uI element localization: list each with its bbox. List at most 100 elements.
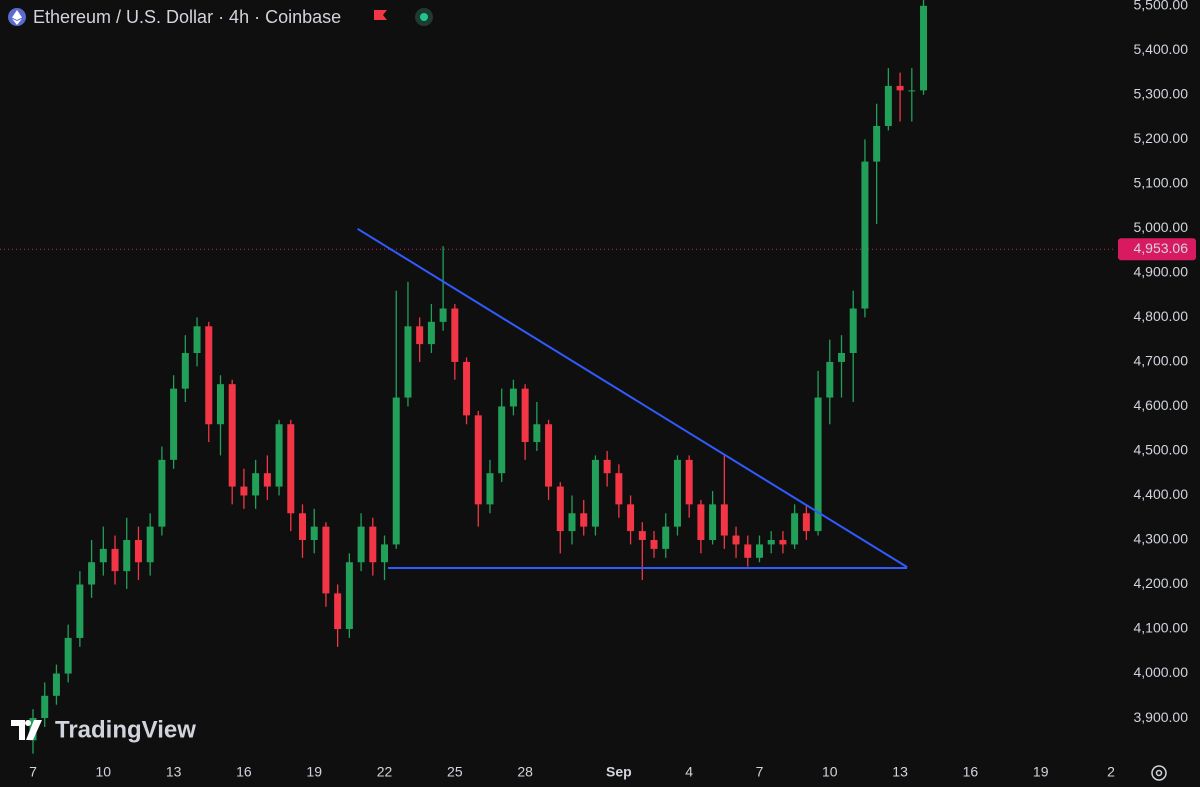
candle-body <box>123 539 131 572</box>
candle-body <box>287 424 295 514</box>
y-tick-label: 4,600.00 <box>1134 397 1189 413</box>
y-tick-label: 5,000.00 <box>1134 219 1189 235</box>
x-tick-label: 10 <box>96 764 112 780</box>
candle-body <box>814 397 822 532</box>
candle-body <box>275 424 283 487</box>
candle-body <box>697 504 705 540</box>
y-tick-label: 4,000.00 <box>1134 664 1189 680</box>
candle-body <box>357 526 365 563</box>
x-tick-label: 10 <box>822 764 838 780</box>
candle-body <box>556 486 564 532</box>
x-tick-label: 13 <box>892 764 908 780</box>
candle-body <box>252 473 260 496</box>
candle-body <box>170 388 178 460</box>
settings-icon[interactable] <box>1151 765 1167 781</box>
y-tick-label: 3,900.00 <box>1134 709 1189 725</box>
candle-body <box>591 459 599 527</box>
candle-body <box>474 415 482 505</box>
candle-body <box>873 125 881 162</box>
candle-body <box>310 526 318 540</box>
candle-body <box>463 361 471 416</box>
candle-body <box>64 637 72 674</box>
candle-body <box>404 326 412 398</box>
candle-body <box>193 326 201 354</box>
candle-body <box>755 544 763 558</box>
candle-body <box>216 384 224 425</box>
candle-body <box>908 90 916 92</box>
candle-body <box>920 5 928 91</box>
x-tick-label: 16 <box>963 764 979 780</box>
candle-body <box>158 459 166 527</box>
candle-body <box>849 308 857 354</box>
y-tick-label: 5,500.00 <box>1134 0 1189 12</box>
x-tick-label: 4 <box>685 764 693 780</box>
x-tick-label: Sep <box>606 764 632 780</box>
x-tick-label: 19 <box>306 764 322 780</box>
candle-body <box>369 526 377 563</box>
eth-glyph <box>12 10 22 25</box>
candle-body <box>685 459 693 505</box>
y-tick-label: 4,500.00 <box>1134 442 1189 458</box>
x-tick-label: 7 <box>29 764 37 780</box>
candle-body <box>580 513 588 527</box>
candle-body <box>615 473 623 505</box>
candle-body <box>240 486 248 496</box>
candle-body <box>181 353 189 389</box>
x-tick-label: 16 <box>236 764 252 780</box>
candle-body <box>744 544 752 558</box>
gear[interactable] <box>1151 765 1167 781</box>
candle-body <box>76 584 84 638</box>
candle-body <box>134 539 142 563</box>
candle-body <box>228 384 236 487</box>
candle-body <box>99 548 107 563</box>
candle-body <box>673 459 681 527</box>
candle-body <box>709 504 717 540</box>
candle-body <box>545 424 553 487</box>
x-tick-label: 28 <box>517 764 533 780</box>
candle-body <box>627 504 635 532</box>
candle-body <box>416 326 424 345</box>
gear-center[interactable] <box>1155 769 1163 777</box>
x-tick-label: 13 <box>166 764 182 780</box>
x-tick-label: 2 <box>1107 764 1115 780</box>
candle-body <box>791 513 799 545</box>
candle-body <box>439 308 447 322</box>
logo-mark <box>11 720 42 740</box>
candle-body <box>767 539 775 545</box>
y-tick-label: 4,900.00 <box>1134 264 1189 280</box>
candle-body <box>451 308 459 362</box>
current-price-label: 4,953.06 <box>1134 240 1189 256</box>
y-tick-label: 4,300.00 <box>1134 531 1189 547</box>
candle-body <box>392 397 400 545</box>
candle-body <box>638 531 646 540</box>
candle-body <box>146 526 154 563</box>
candle-body <box>521 388 529 443</box>
y-tick-label: 4,700.00 <box>1134 353 1189 369</box>
x-tick-label: 25 <box>447 764 463 780</box>
candle-body <box>263 473 271 487</box>
candle-body <box>732 535 740 545</box>
y-tick-label: 4,800.00 <box>1134 308 1189 324</box>
candle-body <box>111 548 119 572</box>
status-dot <box>420 13 428 21</box>
flag-icon[interactable] <box>374 10 387 20</box>
trendline <box>357 227 908 568</box>
candle-body <box>345 562 353 630</box>
candle-body <box>779 539 787 545</box>
candle-body <box>427 321 435 345</box>
y-tick-label: 5,300.00 <box>1134 86 1189 102</box>
logo: TradingView <box>0 0 1115 754</box>
candle-body <box>533 424 541 443</box>
candle-body <box>205 326 213 425</box>
candle-body <box>381 544 389 563</box>
candle-body <box>498 406 506 474</box>
y-tick-label: 5,200.00 <box>1134 130 1189 146</box>
watermark: TradingView <box>55 716 196 743</box>
chart-title: Ethereum / U.S. Dollar · 4h · Coinbase <box>33 7 341 27</box>
x-tick-label: 7 <box>756 764 764 780</box>
y-tick-label: 4,400.00 <box>1134 486 1189 502</box>
candle-body <box>568 513 576 532</box>
